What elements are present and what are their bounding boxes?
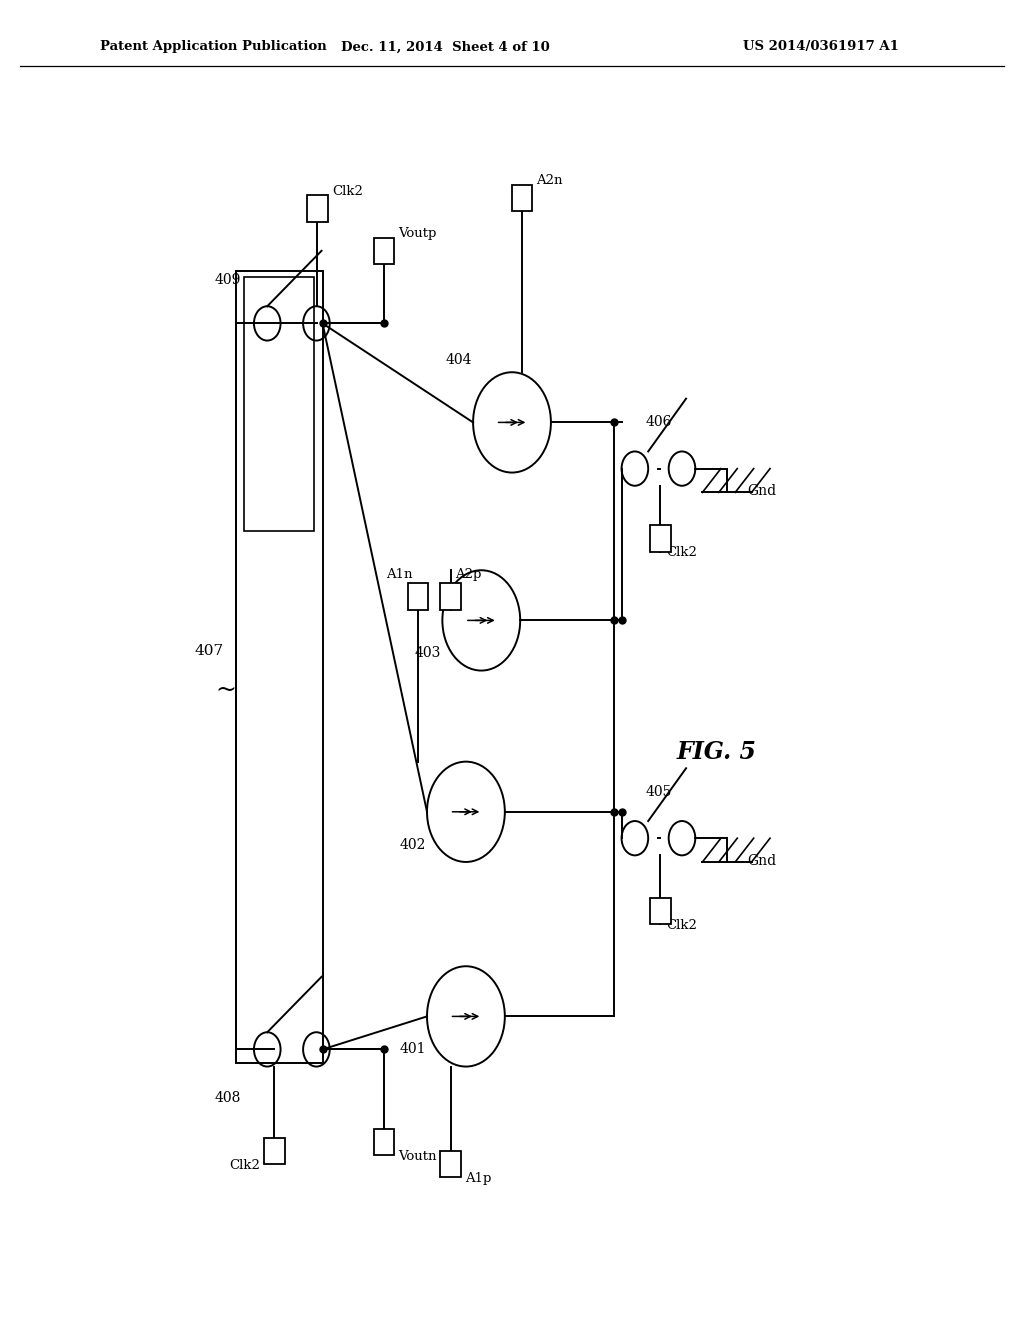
Bar [408, 583, 428, 610]
Text: 407: 407 [195, 644, 223, 657]
Bar [440, 583, 461, 610]
Text: 401: 401 [399, 1043, 426, 1056]
Text: ~: ~ [215, 678, 236, 702]
Text: US 2014/0361917 A1: US 2014/0361917 A1 [743, 41, 899, 53]
Text: Voutn: Voutn [398, 1150, 437, 1163]
Bar [374, 1129, 394, 1155]
Text: Clk2: Clk2 [667, 919, 697, 932]
Text: 402: 402 [399, 838, 426, 851]
Text: FIG. 5: FIG. 5 [677, 741, 757, 764]
Text: 404: 404 [445, 354, 472, 367]
Text: Clk2: Clk2 [667, 546, 697, 560]
Text: Clk2: Clk2 [229, 1159, 260, 1172]
Text: Gnd: Gnd [748, 484, 776, 498]
Text: Voutp: Voutp [398, 227, 436, 240]
Text: 408: 408 [215, 1092, 242, 1105]
Bar [650, 525, 671, 552]
Bar [244, 277, 314, 531]
Text: A1p: A1p [465, 1172, 492, 1185]
Text: 409: 409 [215, 273, 242, 286]
Text: Patent Application Publication: Patent Application Publication [100, 41, 327, 53]
Text: Gnd: Gnd [748, 854, 776, 867]
Text: 406: 406 [645, 416, 672, 429]
Bar [440, 1151, 461, 1177]
Bar [307, 195, 328, 222]
Bar [374, 238, 394, 264]
Text: A2p: A2p [455, 568, 481, 581]
Bar [264, 1138, 285, 1164]
Bar [650, 898, 671, 924]
Text: A1n: A1n [386, 568, 413, 581]
Text: A2n: A2n [537, 174, 563, 187]
Bar [236, 271, 323, 1063]
Text: Clk2: Clk2 [332, 185, 362, 198]
Text: Dec. 11, 2014  Sheet 4 of 10: Dec. 11, 2014 Sheet 4 of 10 [341, 41, 550, 53]
Bar [512, 185, 532, 211]
Text: 403: 403 [415, 647, 441, 660]
Text: 405: 405 [645, 785, 672, 799]
